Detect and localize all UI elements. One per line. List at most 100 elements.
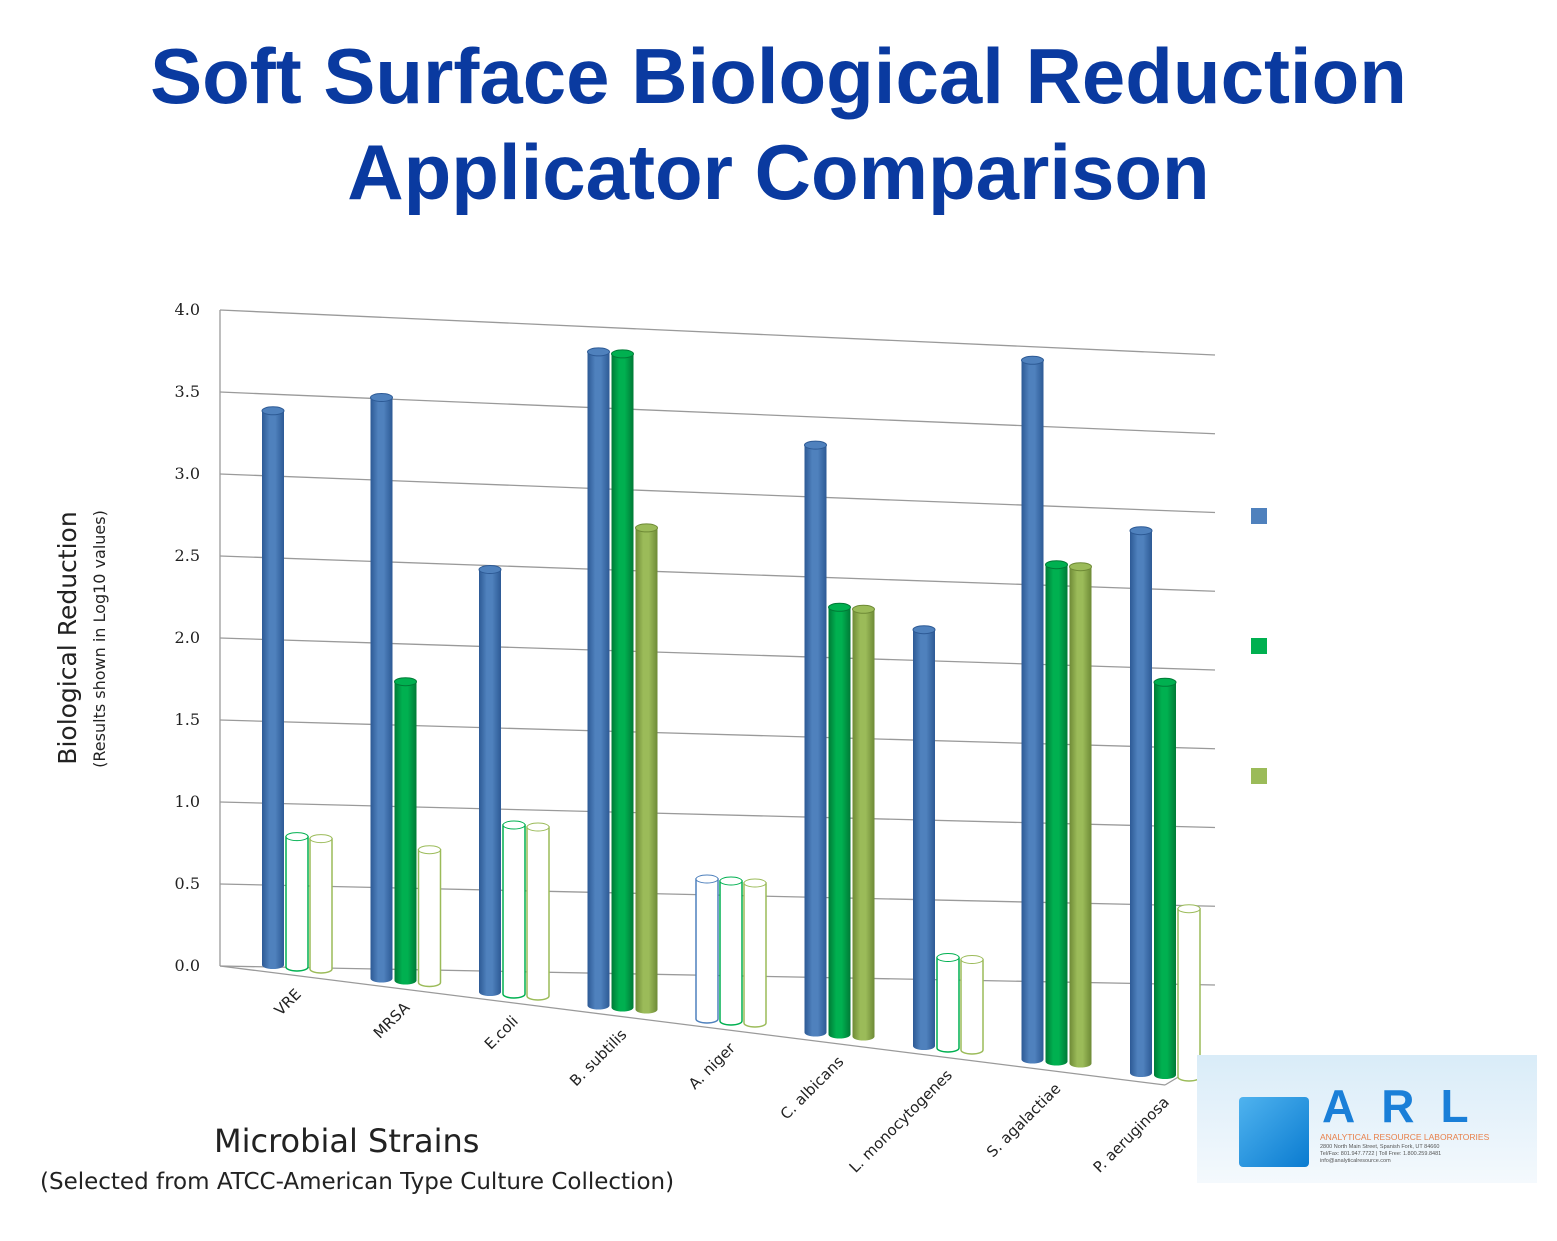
bar-cap	[635, 523, 658, 533]
bar-cap	[1177, 904, 1201, 914]
y-tick-label: 4.0	[175, 300, 200, 319]
y-axis-subtitle: (Results shown in Log10 values)	[90, 510, 109, 768]
bar-bsubtilis-series2	[611, 349, 634, 1012]
bar-cap	[719, 876, 743, 886]
arl-logo: ARL ANALYTICAL RESOURCE LABORATORIES 280…	[1197, 1055, 1537, 1183]
bar-body	[1069, 566, 1092, 1068]
legend-swatch-series2	[1251, 638, 1267, 654]
bar-body	[635, 527, 658, 1014]
bar-body	[913, 629, 935, 1050]
x-tick-label: VRE	[271, 985, 305, 1019]
bar-body	[394, 681, 417, 985]
bar-body	[743, 882, 767, 1028]
bar-cap	[261, 406, 285, 416]
bar-body	[828, 607, 851, 1039]
bar-aniger-series3	[743, 878, 767, 1028]
gridline	[219, 309, 1216, 356]
bar-body	[719, 880, 743, 1026]
y-axis-title: Biological Reduction	[53, 511, 82, 765]
bar-cap	[502, 820, 526, 830]
y-tick-label: 1.5	[175, 710, 200, 729]
x-tick-label: B. subtilis	[566, 1025, 630, 1089]
logo-phone: Tel/Fax: 801.947.7722 | Toll Free: 1.800…	[1320, 1151, 1442, 1157]
bar-vre-series1	[261, 406, 285, 969]
bar-lmonocytogenes-series3	[960, 955, 984, 1055]
legend-swatch-series3	[1251, 768, 1267, 784]
y-tick-label: 3.5	[175, 382, 200, 401]
bar-cap	[526, 822, 550, 832]
bar-cap	[828, 602, 851, 612]
bar-vre-series3	[309, 834, 333, 974]
x-tick-label: C. albicans	[777, 1052, 848, 1123]
bar-lmonocytogenes-series1	[912, 625, 936, 1050]
bar-body	[309, 837, 333, 974]
bar-cap	[695, 874, 719, 884]
bar-calbicans-series3	[852, 604, 875, 1041]
bar-paeruginosa-series2	[1153, 677, 1177, 1079]
floor-edge	[219, 965, 1166, 1086]
y-tick-label: 2.0	[175, 628, 200, 647]
x-tick-label: S. agalactiae	[983, 1080, 1064, 1161]
bar-body	[502, 824, 526, 999]
x-axis-title: Microbial Strains	[214, 1122, 480, 1160]
logo-contact: 2800 North Main Street, Spanish Fork, UT…	[1320, 1144, 1530, 1165]
bar-cap	[587, 347, 610, 357]
bar-body	[587, 351, 610, 1010]
bar-cap	[1045, 560, 1068, 570]
x-axis-subtitle: (Selected from ATCC-American Type Cultur…	[40, 1169, 675, 1195]
bar-sagalactiae-series1	[1021, 355, 1044, 1064]
x-tick-label: L. monocytogenes	[846, 1066, 956, 1176]
bar-sagalactiae-series3	[1069, 562, 1092, 1068]
x-tick-label: MRSA	[370, 998, 414, 1042]
bar-body	[1130, 530, 1152, 1077]
chart-title-line1: Soft Surface Biological Reduction	[150, 32, 1407, 120]
bar-body	[1045, 564, 1068, 1066]
bar-cap	[478, 565, 502, 574]
logo-address: 2800 North Main Street, Spanish Fork, UT…	[1320, 1144, 1440, 1150]
x-tick-label: E.coli	[481, 1012, 522, 1053]
bar-body	[479, 569, 501, 996]
bar-body	[960, 958, 984, 1055]
bar-bsubtilis-series1	[587, 347, 610, 1010]
y-tick-label: 3.0	[175, 464, 200, 483]
bar-body	[852, 609, 875, 1041]
bar-body	[262, 410, 284, 969]
bar-cap	[936, 953, 960, 962]
bar-body	[611, 353, 634, 1012]
y-tick-label: 2.5	[175, 546, 200, 565]
bar-cap	[418, 845, 441, 855]
bar-body	[526, 826, 550, 1001]
y-tick-label: 0.0	[175, 956, 200, 975]
bar-cap	[285, 832, 309, 842]
x-tick-label: A. niger	[685, 1039, 739, 1093]
bar-body	[1154, 682, 1176, 1079]
bar-cap	[394, 677, 417, 687]
bar-lmonocytogenes-series2	[936, 953, 960, 1053]
logo-email: info@analyticalresource.com	[1320, 1158, 1391, 1164]
bar-calbicans-series1	[804, 440, 827, 1037]
bar-body	[936, 956, 960, 1053]
beaker-icon	[1239, 1097, 1309, 1167]
bar-cap	[852, 604, 875, 614]
bar-aniger-series2	[719, 876, 743, 1026]
bar-cap	[960, 955, 984, 964]
bar-calbicans-series2	[828, 602, 851, 1039]
bar-vre-series2	[285, 832, 309, 972]
gridline	[219, 473, 1216, 514]
legend-swatch-series1	[1251, 508, 1267, 524]
bar-cap	[1021, 355, 1044, 365]
bar-cap	[1153, 677, 1177, 687]
bar-body	[285, 835, 309, 972]
x-tick-label: P. aeruginosa	[1090, 1093, 1173, 1176]
bar-cap	[611, 349, 634, 359]
bar-body	[804, 445, 827, 1037]
logo-company-name: ANALYTICAL RESOURCE LABORATORIES	[1320, 1132, 1490, 1142]
bar-mrsa-series2	[394, 677, 417, 985]
y-tick-label: 0.5	[175, 874, 200, 893]
bar-aniger-series1	[695, 874, 719, 1024]
bar-cap	[1129, 526, 1153, 536]
bar-cap	[804, 440, 827, 450]
bar-sagalactiae-series2	[1045, 560, 1068, 1066]
gridline	[219, 391, 1216, 435]
